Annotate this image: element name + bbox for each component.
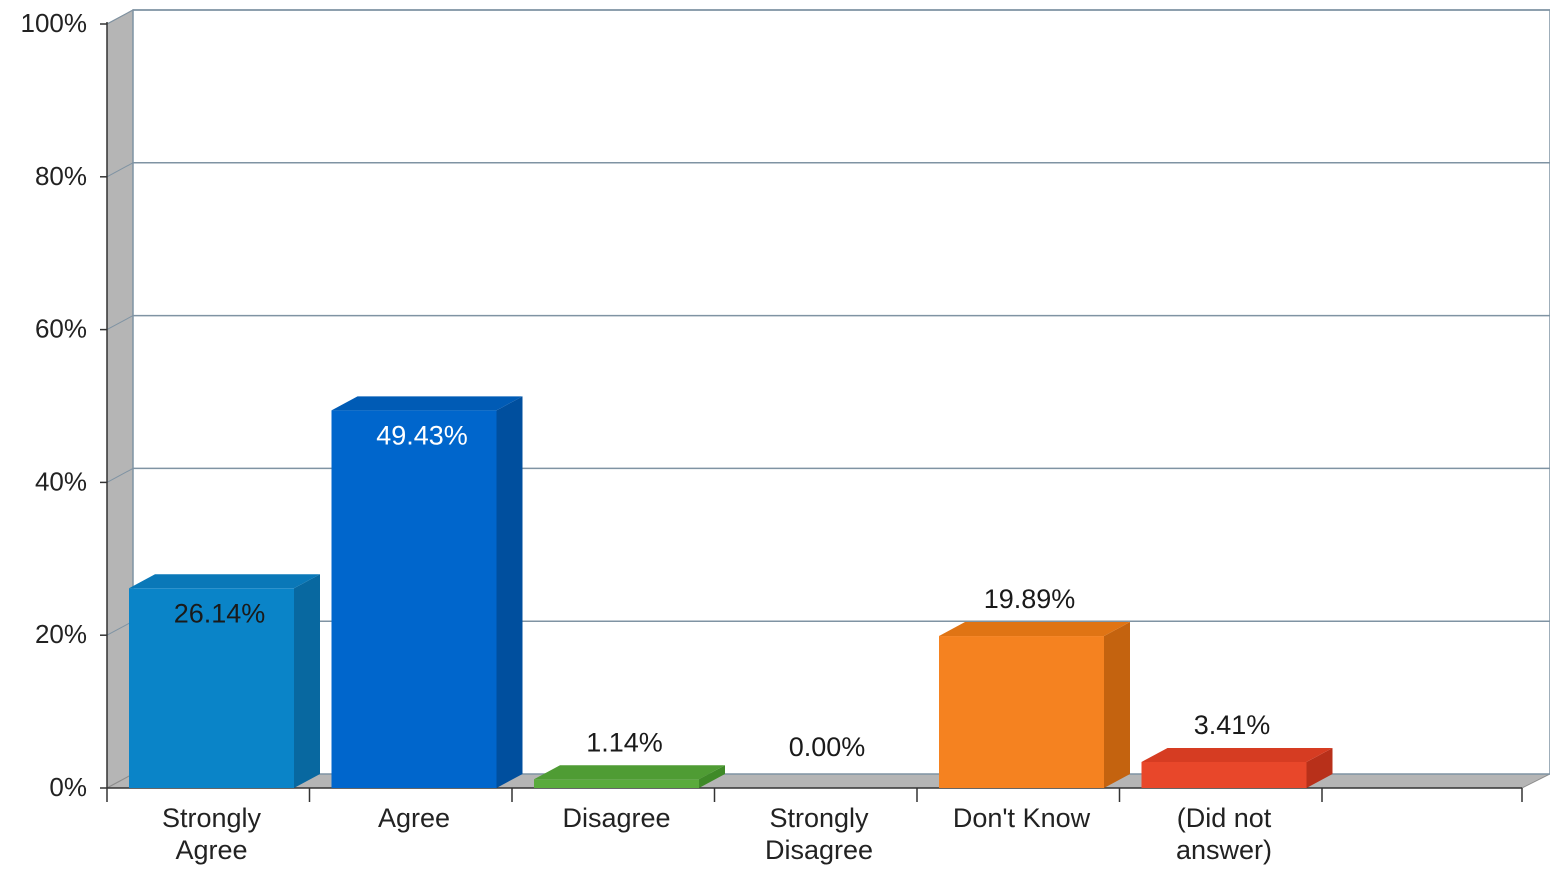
y-tick-label: 20% [35,619,87,649]
x-tick-label: answer) [1176,835,1272,865]
bar [939,622,1130,788]
gridline-depth [106,467,134,483]
gridline-depth [106,620,134,636]
bars [129,396,1333,788]
y-tick-label: 100% [21,8,88,38]
bar-front [331,410,497,788]
bar-top [534,765,725,780]
value-labels: 26.14% 49.43% 1.14% 0.00% 19.89% 3.41% [174,420,1271,762]
bar [534,765,725,788]
x-tick-label: Disagree [562,803,670,833]
x-tick-label: Agree [175,835,247,865]
y-tick-label: 80% [35,161,87,191]
bar-top [331,396,523,411]
floor [106,773,1550,789]
bar-side [496,396,523,788]
bar-side [699,765,725,788]
bar [1141,747,1333,788]
value-label: 3.41% [1194,710,1271,740]
x-tick-label: (Did not [1177,803,1272,833]
bar [331,396,523,788]
x-tick-label: Don't Know [953,803,1091,833]
bar-side [294,574,320,788]
y-axis-ticks: 0% 20% 40% 60% 80% 100% [21,8,107,802]
x-tick-label: Agree [378,803,450,833]
x-tick-label: Disagree [765,835,873,865]
x-tick-label: Strongly [769,803,869,833]
value-label: 0.00% [789,732,866,762]
bar-front [1141,761,1307,788]
bar-side [1306,747,1333,788]
bar-front [129,588,294,788]
gridline-depth [106,162,134,178]
bar-side [1104,622,1130,788]
bar [129,574,320,788]
bar-top [129,574,320,589]
x-tick-label: Strongly [162,803,262,833]
y-tick-label: 60% [35,314,87,344]
y-tick-label: 0% [49,772,87,802]
value-label: 49.43% [376,420,468,450]
bar-top [939,622,1130,637]
y-tick-label: 40% [35,466,87,496]
bar-top [1141,747,1333,762]
bar-front [534,779,699,788]
value-label: 19.89% [984,584,1076,614]
gridline-depth [106,9,134,25]
value-label: 26.14% [174,598,266,628]
gridline-depth [106,315,134,331]
value-label: 1.14% [586,727,663,757]
bar-front [939,636,1104,788]
chart-walls [106,9,1550,789]
